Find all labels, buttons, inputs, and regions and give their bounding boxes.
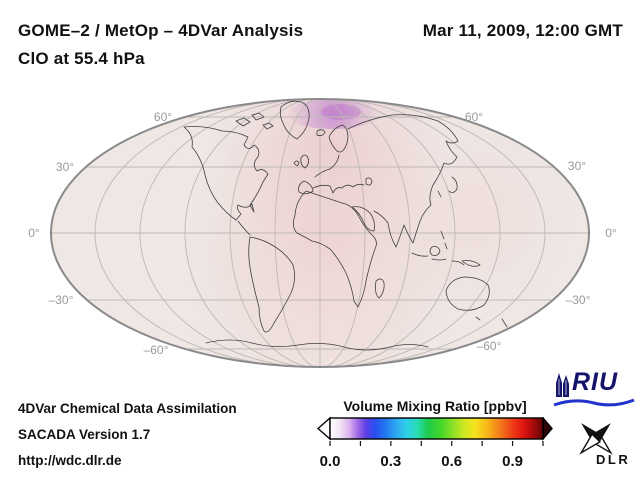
colorbar-tick-label: 0.9 <box>502 453 523 470</box>
dlr-logo-text: DLR <box>596 452 631 467</box>
latitude-label: 0° <box>605 226 617 240</box>
plot-title: GOME–2 / MetOp – 4DVar Analysis <box>18 21 304 40</box>
latitude-label: –30° <box>565 293 591 307</box>
colorbar: Volume Mixing Ratio [ppbv] 0.0 0.3 0.6 0.9 <box>316 398 553 471</box>
latitude-label: –60° <box>143 343 169 357</box>
colorbar-tick-labels: 0.0 0.3 0.6 0.9 <box>317 453 553 471</box>
colorbar-svg <box>316 416 553 446</box>
footer-url-text: http://wdc.dlr.de <box>18 453 122 468</box>
globe-outline <box>50 98 590 368</box>
latitude-label: 60° <box>153 110 173 124</box>
footer-version-text: SACADA Version 1.7 <box>18 427 151 442</box>
riu-wave-icon <box>553 398 635 407</box>
colorbar-ticks <box>329 441 544 446</box>
latitude-label: 60° <box>464 110 484 124</box>
riu-logo: RIU <box>552 368 636 415</box>
dlr-star-icon <box>579 423 613 455</box>
footer-assimilation-text: 4DVar Chemical Data Assimilation <box>18 401 237 416</box>
latitude-label: 30° <box>567 159 587 173</box>
latitude-label: 30° <box>55 160 75 174</box>
colorbar-tick-label: 0.6 <box>441 453 463 470</box>
riu-logo-text: RIU <box>572 368 619 396</box>
dlr-logo: DLR <box>566 416 636 474</box>
colorbar-left-arrow-icon <box>316 416 331 441</box>
coastlines <box>183 100 513 351</box>
latitude-label: –60° <box>476 339 502 353</box>
riu-cathedral-icon <box>556 373 569 397</box>
latitude-label: 0° <box>28 226 40 240</box>
latitude-label: –30° <box>48 293 74 307</box>
colorbar-gradient-bar <box>329 417 544 440</box>
colorbar-title: Volume Mixing Ratio [ppbv] <box>343 398 527 414</box>
colorbar-tick-label: 0.3 <box>380 453 402 470</box>
riu-logo-svg <box>553 373 635 407</box>
plot-subtitle: ClO at 55.4 hPa <box>18 49 145 68</box>
colorbar-tick-label: 0.0 <box>319 453 341 470</box>
world-map-svg <box>50 98 590 368</box>
colorbar-right-arrow-icon <box>542 416 553 441</box>
plot-datetime: Mar 11, 2009, 12:00 GMT <box>422 21 623 40</box>
